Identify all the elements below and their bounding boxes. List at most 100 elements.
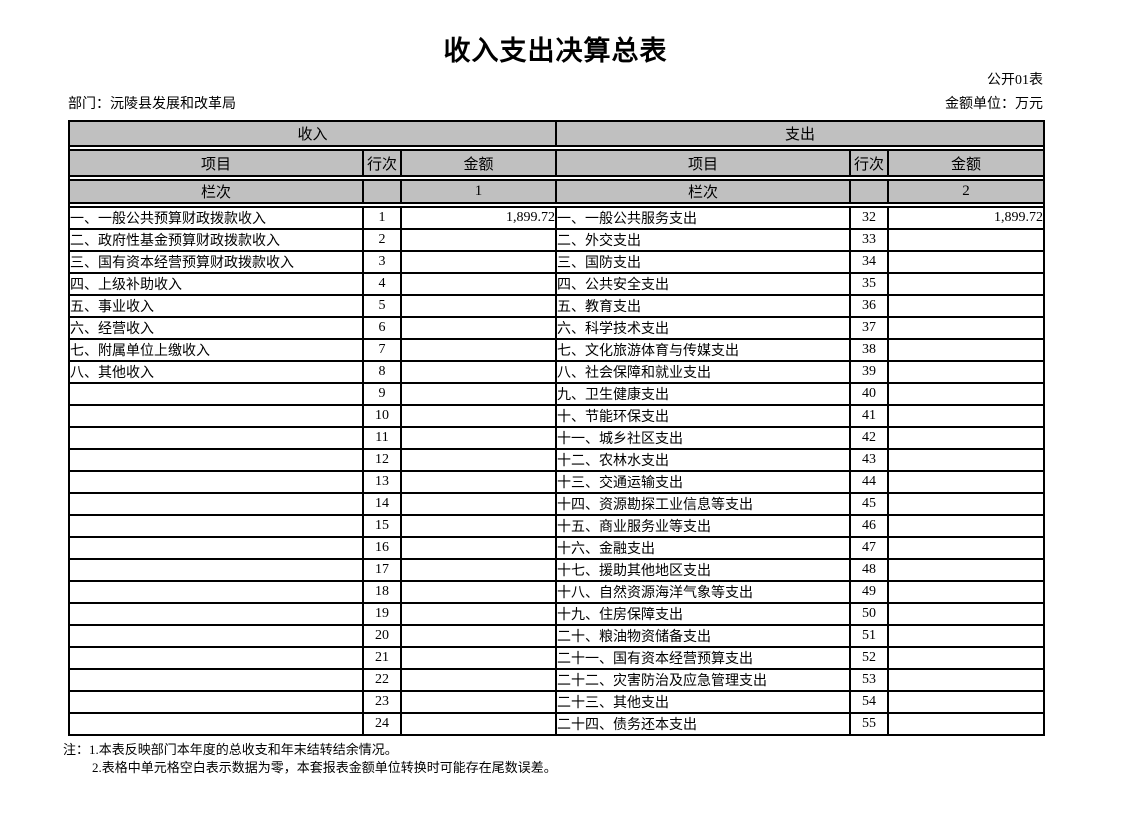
table-row: 18 十八、自然资源海洋气象等支出 49 bbox=[68, 580, 1045, 604]
column-index-row: 栏次 1 栏次 2 bbox=[68, 179, 1045, 204]
income-amount-cell bbox=[400, 294, 557, 318]
income-amount-cell bbox=[400, 668, 557, 692]
income-item-cell: 一、一般公共预算财政拨款收入 bbox=[68, 206, 364, 230]
income-item-cell bbox=[68, 646, 364, 670]
income-amount-cell bbox=[400, 492, 557, 516]
income-item-cell: 四、上级补助收入 bbox=[68, 272, 364, 296]
expense-item-cell: 二十一、国有资本经营预算支出 bbox=[555, 646, 851, 670]
expense-item-cell: 二十三、其他支出 bbox=[555, 690, 851, 714]
income-line-cell: 13 bbox=[362, 470, 402, 494]
table-row: 10 十、节能环保支出 41 bbox=[68, 404, 1045, 428]
expense-item-cell: 七、文化旅游体育与传媒支出 bbox=[555, 338, 851, 362]
expense-amount-cell bbox=[887, 448, 1045, 472]
income-amount-cell bbox=[400, 338, 557, 362]
table-row: 七、附属单位上缴收入 7 七、文化旅游体育与传媒支出 38 bbox=[68, 338, 1045, 362]
unit-label: 金额单位：万元 bbox=[945, 97, 1043, 112]
expense-line-cell: 52 bbox=[849, 646, 889, 670]
expense-amount-header: 金额 bbox=[887, 149, 1045, 177]
table-row: 三、国有资本经营预算财政拨款收入 3 三、国防支出 34 bbox=[68, 250, 1045, 274]
income-amount-cell bbox=[400, 404, 557, 428]
income-amount-cell bbox=[400, 448, 557, 472]
expense-item-cell: 十、节能环保支出 bbox=[555, 404, 851, 428]
expense-line-cell: 34 bbox=[849, 250, 889, 274]
expense-item-cell: 十二、农林水支出 bbox=[555, 448, 851, 472]
table-row: 四、上级补助收入 4 四、公共安全支出 35 bbox=[68, 272, 1045, 296]
expense-line-cell: 36 bbox=[849, 294, 889, 318]
income-line-cell: 8 bbox=[362, 360, 402, 384]
income-item-cell: 二、政府性基金预算财政拨款收入 bbox=[68, 228, 364, 252]
budget-report-page: 收入支出决算总表 公开01表 部门：沅陵县发展和改革局 金额单位：万元 收入 支… bbox=[0, 36, 1122, 829]
income-item-cell bbox=[68, 624, 364, 648]
income-amount-cell bbox=[400, 580, 557, 604]
spacer-row bbox=[68, 202, 1045, 208]
expense-item-cell: 二、外交支出 bbox=[555, 228, 851, 252]
expense-amount-cell bbox=[887, 712, 1045, 736]
income-line-cell: 5 bbox=[362, 294, 402, 318]
expense-item-cell: 二十四、债务还本支出 bbox=[555, 712, 851, 736]
expense-section-header: 支出 bbox=[555, 120, 1045, 147]
table-row: 24 二十四、债务还本支出 55 bbox=[68, 712, 1045, 736]
expense-item-cell: 一、一般公共服务支出 bbox=[555, 206, 851, 230]
spacer-row bbox=[68, 175, 1045, 181]
expense-amount-cell bbox=[887, 558, 1045, 582]
expense-line-cell: 37 bbox=[849, 316, 889, 340]
income-amount-cell bbox=[400, 624, 557, 648]
income-line-cell: 9 bbox=[362, 382, 402, 406]
expense-item-cell: 十四、资源勘探工业信息等支出 bbox=[555, 492, 851, 516]
expense-item-cell: 十八、自然资源海洋气象等支出 bbox=[555, 580, 851, 604]
expense-line-cell: 35 bbox=[849, 272, 889, 296]
income-item-cell bbox=[68, 382, 364, 406]
note-line-1: 注：1.本表反映部门本年度的总收支和年末结转结余情况。 bbox=[63, 742, 398, 757]
income-line-header: 行次 bbox=[362, 149, 402, 177]
expense-item-header: 项目 bbox=[555, 149, 851, 177]
expense-amount-cell bbox=[887, 690, 1045, 714]
income-amount-cell bbox=[400, 514, 557, 538]
expense-item-cell: 十一、城乡社区支出 bbox=[555, 426, 851, 450]
expense-line-cell: 42 bbox=[849, 426, 889, 450]
expense-amount-cell bbox=[887, 382, 1045, 406]
income-line-cell: 12 bbox=[362, 448, 402, 472]
expense-amount-cell: 1,899.72 bbox=[887, 206, 1045, 230]
table-row: 五、事业收入 5 五、教育支出 36 bbox=[68, 294, 1045, 318]
expense-item-cell: 九、卫生健康支出 bbox=[555, 382, 851, 406]
expense-amount-cell bbox=[887, 338, 1045, 362]
expense-line-cell: 55 bbox=[849, 712, 889, 736]
expense-line-header: 行次 bbox=[849, 149, 889, 177]
income-line-cell: 14 bbox=[362, 492, 402, 516]
expense-amount-cell bbox=[887, 602, 1045, 626]
income-line-cell: 11 bbox=[362, 426, 402, 450]
expense-item-cell: 五、教育支出 bbox=[555, 294, 851, 318]
expense-item-cell: 十五、商业服务业等支出 bbox=[555, 514, 851, 538]
income-line-cell: 1 bbox=[362, 206, 402, 230]
income-line-cell: 3 bbox=[362, 250, 402, 274]
table-row: 19 十九、住房保障支出 50 bbox=[68, 602, 1045, 626]
income-item-cell bbox=[68, 602, 364, 626]
income-amount-cell bbox=[400, 316, 557, 340]
income-item-header: 项目 bbox=[68, 149, 364, 177]
income-item-cell bbox=[68, 404, 364, 428]
income-line-cell: 23 bbox=[362, 690, 402, 714]
expense-item-cell: 十六、金融支出 bbox=[555, 536, 851, 560]
expense-amount-cell bbox=[887, 646, 1045, 670]
expense-amount-cell bbox=[887, 426, 1045, 450]
income-amount-cell bbox=[400, 558, 557, 582]
expense-line-cell: 49 bbox=[849, 580, 889, 604]
expense-amount-cell bbox=[887, 272, 1045, 296]
table-row: 22 二十二、灾害防治及应急管理支出 53 bbox=[68, 668, 1045, 692]
table-row: 17 十七、援助其他地区支出 48 bbox=[68, 558, 1045, 582]
table-row: 12 十二、农林水支出 43 bbox=[68, 448, 1045, 472]
income-line-cell: 2 bbox=[362, 228, 402, 252]
expense-line-cell: 53 bbox=[849, 668, 889, 692]
income-amount-cell bbox=[400, 382, 557, 406]
expense-item-cell: 六、科学技术支出 bbox=[555, 316, 851, 340]
table-code: 公开01表 bbox=[987, 73, 1043, 88]
income-amount-cell bbox=[400, 690, 557, 714]
income-line-cell: 19 bbox=[362, 602, 402, 626]
expense-line-cell: 46 bbox=[849, 514, 889, 538]
expense-amount-cell bbox=[887, 316, 1045, 340]
income-line-cell: 22 bbox=[362, 668, 402, 692]
expense-line-cell: 45 bbox=[849, 492, 889, 516]
expense-amount-cell bbox=[887, 492, 1045, 516]
expense-line-cell: 54 bbox=[849, 690, 889, 714]
table-row: 11 十一、城乡社区支出 42 bbox=[68, 426, 1045, 450]
